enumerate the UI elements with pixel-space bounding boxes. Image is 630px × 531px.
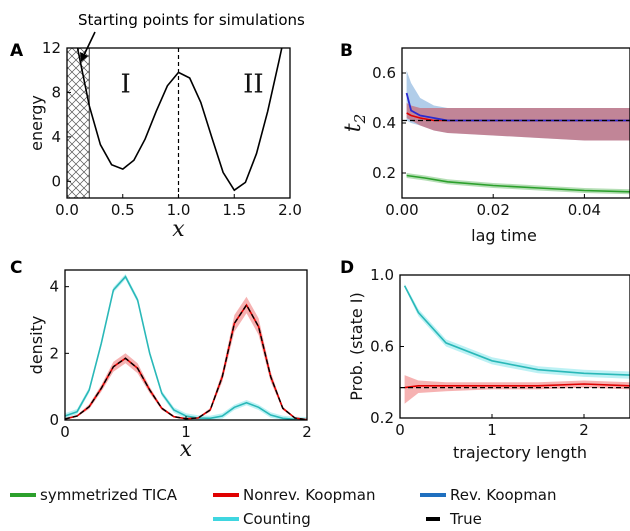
panel-d-letter: D (340, 258, 354, 278)
annotation-arrow-head (80, 52, 88, 62)
panel-c-true-line (65, 303, 307, 420)
panel-d-frame (399, 274, 630, 419)
legend-label: Nonrev. Koopman (243, 486, 376, 504)
panel-d-nonrev-line (404, 383, 630, 389)
panel-a-xlabel: x (172, 217, 185, 242)
panel-d-plot (400, 283, 630, 404)
panel-a-ytick-label: 0 (51, 172, 61, 190)
legend-label: Rev. Koopman (450, 486, 557, 504)
panel-d-nonrev-band (404, 375, 630, 404)
panel-a-region-ii: II (243, 69, 264, 99)
panel-c-xtick-label: 1 (181, 423, 191, 441)
panel-c-letter: C (10, 258, 22, 278)
panel-d-counting-band (404, 283, 630, 379)
panel-d-xlabel: trajectory length (453, 443, 587, 462)
panel-a-letter: A (10, 41, 24, 61)
panel-b-xtick-label: 0.02 (476, 201, 509, 219)
panel-b-letter: B (340, 41, 353, 61)
legend-label: True (449, 510, 482, 528)
panel-c-xlabel: x (180, 437, 193, 462)
panel-d-ytick-label: 1.0 (370, 266, 394, 284)
panel-b-ytick-label: 0.2 (372, 164, 396, 182)
panel-c-plot (65, 274, 307, 420)
panel-a-ytick-label: 8 (51, 83, 61, 101)
panel-b-xtick-label: 0.00 (385, 201, 418, 219)
panel-a-ytick-label: 4 (51, 128, 61, 146)
panel-c-ylabel: density (27, 316, 46, 375)
panel-d-xtick-label: 2 (579, 421, 589, 439)
panel-b-ytick-label: 0.4 (372, 114, 396, 132)
panel-a-ylabel: energy (27, 95, 46, 151)
panel-a-plot (67, 48, 283, 198)
legend-label: Counting (243, 510, 311, 528)
panel-c-nonrev-line (65, 303, 307, 420)
panel-c-counting-band (65, 274, 307, 420)
panel-b-ylabel: t2 (341, 114, 369, 132)
panel-c-ytick-label: 0 (49, 411, 59, 429)
panel-d-ytick-label: 0.6 (370, 338, 394, 356)
panel-a-ytick-label: 12 (42, 39, 61, 57)
panel-b-rev-line (405, 92, 630, 122)
panel-d-counting-line (403, 285, 630, 376)
panel-b-rev-band (406, 70, 630, 141)
panel-a-xtick-label: 2.0 (278, 201, 302, 219)
legend-label: symmetrized TICA (40, 486, 178, 504)
panel-b-ytick-label: 0.6 (372, 64, 396, 82)
panel-a-xtick-label: 1.0 (167, 201, 191, 219)
panel-c-nonrev-band (65, 296, 307, 420)
panel-d-ylabel: Prob. (state I) (347, 292, 366, 401)
panel-c-ytick-label: 4 (49, 278, 59, 296)
panel-b-nonrev-band (406, 103, 630, 141)
panel-a-start-region (67, 48, 90, 198)
panel-b-tica-band (406, 173, 630, 195)
panel-a-region-i: I (121, 69, 131, 99)
panel-d-ytick-label: 0.2 (370, 409, 394, 427)
panel-b-tica-line (406, 174, 630, 193)
panel-c-ytick-label: 2 (49, 344, 59, 362)
panel-d-xtick-label: 0 (395, 421, 405, 439)
panel-a-xtick-label: 1.5 (222, 201, 246, 219)
panel-b-xlabel: lag time (471, 226, 537, 245)
annotation-arrow-line (83, 31, 96, 56)
panel-c-counting-line (65, 275, 307, 420)
panel-a-energy-curve (76, 48, 283, 192)
panel-b-xtick-label: 0.04 (568, 201, 601, 219)
panel-b-plot (402, 70, 630, 195)
panel-c-xtick-label: 0 (60, 423, 70, 441)
panel-a-xtick-label: 0.0 (55, 201, 79, 219)
panel-a-annotation: Starting points for simulations (78, 11, 305, 29)
panel-d-xtick-label: 1 (487, 421, 497, 439)
panel-a-xtick-label: 0.5 (111, 201, 135, 219)
panel-c-xtick-label: 2 (302, 423, 312, 441)
